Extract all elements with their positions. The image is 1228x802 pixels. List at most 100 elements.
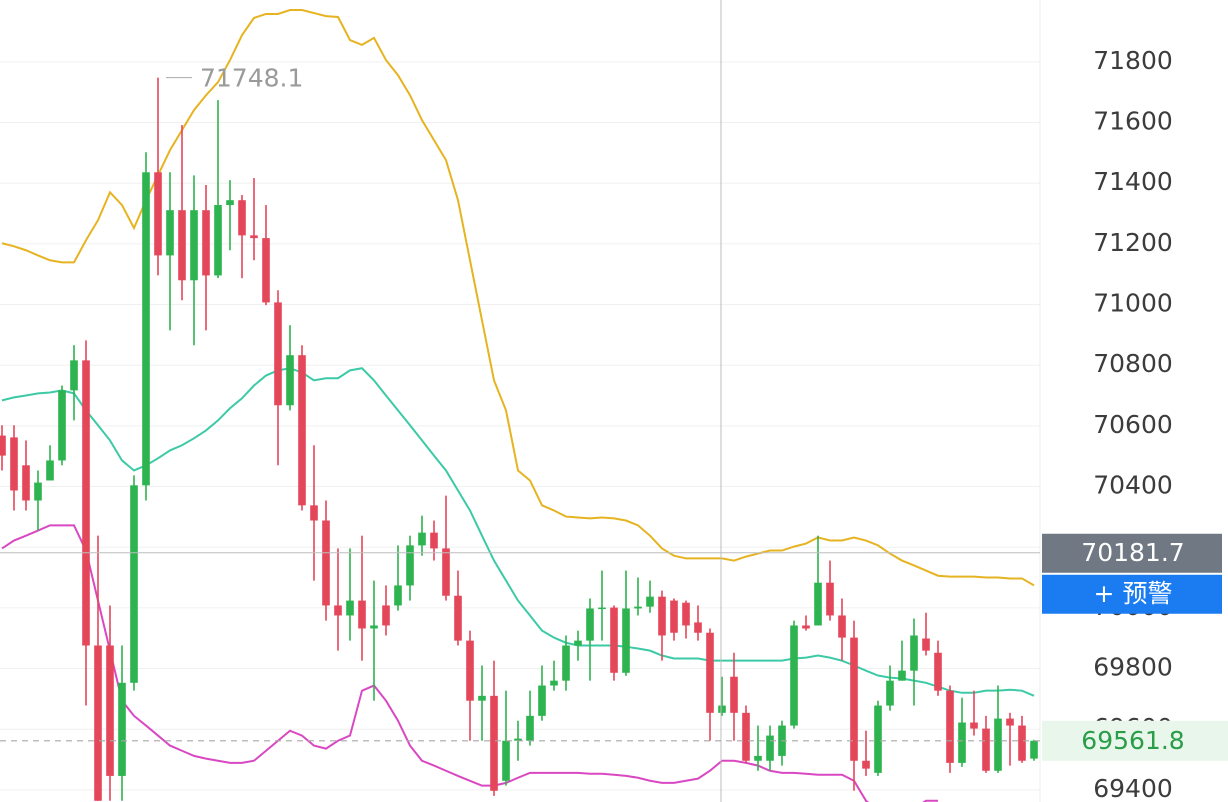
candle-body — [622, 608, 630, 673]
candle-body — [982, 728, 990, 771]
candle-body — [958, 722, 966, 763]
candle-body — [190, 210, 198, 281]
max-label: 71748.1 — [200, 64, 303, 93]
candle-body — [382, 605, 390, 626]
candle-body — [130, 485, 138, 683]
candle-body — [118, 682, 126, 776]
y-tick-label: 70800 — [1093, 349, 1173, 378]
band-line — [1, 9, 1035, 587]
candle-body — [166, 210, 174, 256]
candle-body — [262, 238, 270, 303]
last-price-label: 69561.8 — [1081, 726, 1184, 755]
y-tick-label: 71000 — [1093, 289, 1173, 318]
candle-body — [142, 172, 150, 486]
plot-area — [0, 0, 1038, 802]
candle-body — [334, 605, 342, 616]
candle-body — [886, 680, 894, 706]
candle-body — [550, 680, 558, 686]
candle-body — [0, 435, 6, 456]
candle-body — [706, 632, 714, 713]
candle-body — [898, 670, 906, 681]
candle-body — [1030, 740, 1038, 759]
candle-body — [298, 355, 306, 506]
candle-body — [478, 695, 486, 701]
candle-body — [238, 200, 246, 236]
candle-body — [562, 645, 570, 681]
candle-body — [826, 582, 834, 616]
candle-body — [766, 735, 774, 761]
candle-body — [658, 596, 666, 636]
candle-body — [406, 545, 414, 586]
candle-body — [214, 205, 222, 276]
candle-body — [586, 608, 594, 641]
candle-body — [646, 596, 654, 607]
candle-body — [634, 606, 642, 609]
y-tick-label: 70400 — [1093, 471, 1173, 500]
candle-body — [598, 607, 606, 610]
candle-body — [538, 685, 546, 716]
candle-body — [274, 302, 282, 406]
candle-body — [154, 172, 162, 256]
y-tick-label: 69400 — [1093, 774, 1173, 802]
candle-body — [742, 712, 750, 761]
candle-body — [310, 505, 318, 521]
candle-body — [754, 755, 762, 761]
candle-body — [514, 738, 522, 741]
candle-body — [178, 210, 186, 281]
candle-body — [670, 600, 678, 633]
candle-body — [850, 637, 858, 761]
crosshair-label-bg — [1042, 533, 1222, 573]
candle-body — [922, 638, 930, 651]
candle-body — [322, 520, 330, 606]
candle-body — [994, 718, 1002, 771]
candle-body — [490, 695, 498, 791]
candle-body — [202, 210, 210, 276]
candle-body — [370, 625, 378, 629]
y-tick-label: 71200 — [1093, 228, 1173, 257]
candle-body — [682, 602, 690, 626]
candle-body — [358, 600, 366, 629]
candle-body — [466, 640, 474, 701]
candle-body — [910, 635, 918, 671]
candle-body — [94, 645, 102, 801]
candle-body — [58, 390, 66, 461]
candle-body — [502, 740, 510, 781]
candle-body — [730, 676, 738, 713]
candle-body — [802, 625, 810, 629]
candle-body — [34, 482, 42, 501]
band-line — [1, 367, 1035, 697]
candle-body — [526, 715, 534, 741]
candle-body — [82, 360, 90, 646]
crosshair-label: 70181.7 — [1081, 538, 1184, 567]
candle-body — [694, 622, 702, 633]
candle-body — [946, 690, 954, 763]
candle-body — [442, 548, 450, 596]
candle-body — [250, 235, 258, 239]
candle-body — [814, 582, 822, 626]
candle-body — [574, 640, 582, 646]
candle-body — [454, 595, 462, 641]
candle-body — [862, 760, 870, 769]
candle-body — [46, 460, 54, 481]
candle-body — [970, 722, 978, 729]
y-tick-label: 69800 — [1093, 653, 1173, 682]
y-tick-label: 71800 — [1093, 46, 1173, 75]
candle-body — [874, 705, 882, 773]
candle-body — [610, 607, 618, 673]
grid — [0, 61, 1040, 791]
candle-body — [10, 437, 18, 491]
alert-button-bg[interactable] — [1042, 574, 1222, 614]
y-tick-label: 70600 — [1093, 410, 1173, 439]
last-price-bg — [1042, 720, 1228, 761]
alert-button[interactable]: + 预警 — [1094, 579, 1173, 608]
candle-body — [394, 585, 402, 606]
y-tick-label: 71600 — [1093, 107, 1173, 136]
overlays: 71748.1 70181.7 + 预警 69561.8 — [0, 64, 1228, 761]
y-axis: 6940069600698007000070200704007060070800… — [1093, 46, 1173, 802]
band-line — [1, 524, 938, 802]
candle-body — [22, 465, 30, 501]
candle-body — [790, 625, 798, 726]
y-tick-label: 71400 — [1093, 167, 1173, 196]
candle-body — [418, 532, 426, 546]
